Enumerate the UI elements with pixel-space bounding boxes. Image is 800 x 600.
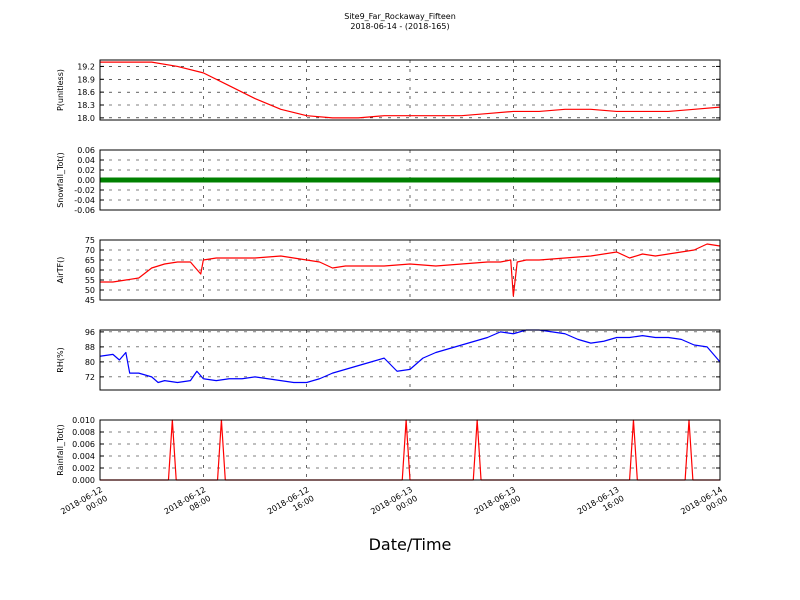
axes-frame: [99, 59, 721, 121]
chart-title-line1: Site9_Far_Rockaway_Fifteen: [344, 12, 456, 21]
y-axis-label: Rainfall_Tot(): [56, 424, 65, 476]
y-axis-label: RH(%): [56, 347, 65, 372]
y-tick-label: 0.06: [77, 146, 95, 155]
series-line: [100, 243, 721, 297]
y-tick-label: 72: [85, 373, 95, 382]
y-tick-label: 96: [85, 328, 95, 337]
x-axis-label: Date/Time: [369, 535, 452, 554]
y-tick-label: 50: [85, 286, 95, 295]
y-tick-label: 18.6: [77, 88, 95, 97]
chart-title-line2: 2018-06-14 - (2018-165): [350, 22, 449, 31]
y-tick-label: 65: [85, 256, 95, 265]
axes-frame: [99, 329, 721, 391]
y-tick-label: 55: [85, 276, 95, 285]
series-line: [99, 329, 721, 384]
y-tick-label: 18.0: [77, 114, 95, 123]
y-tick-label: 75: [85, 236, 95, 245]
y-tick-label: 19.2: [77, 62, 95, 71]
y-tick-label: 0.008: [72, 428, 95, 437]
y-tick-label: 0.00: [77, 176, 95, 185]
y-tick-label: 88: [85, 343, 95, 352]
y-tick-label: 45: [85, 296, 95, 305]
y-tick-label: 80: [85, 358, 95, 367]
y-axis-label: P(unitless): [56, 69, 65, 111]
y-tick-label: 18.3: [77, 101, 95, 110]
y-tick-label: 18.9: [77, 75, 95, 84]
axes-frame: [99, 239, 721, 301]
axes-frame: [99, 419, 721, 481]
y-axis-label: AirTF(): [56, 257, 65, 284]
y-tick-label: -0.06: [74, 206, 95, 215]
axes-frame: [99, 149, 721, 211]
panel-2: -0.06-0.04-0.020.000.020.040.06 Snowfall_…: [56, 146, 721, 215]
y-tick-label: 60: [85, 266, 95, 275]
y-axis-label: Snowfall_Tot(): [56, 152, 65, 208]
panel-4: 72 80 88 96 RH(%): [56, 328, 721, 391]
panel-5: 0.000 0.002 0.004 0.006 0.008 0.010 Rainfall_T…: [56, 416, 721, 485]
y-tick-label: 0.04: [77, 156, 95, 165]
y-tick-label: -0.04: [74, 196, 95, 205]
series-line: [100, 61, 721, 119]
y-tick-label: 0.010: [72, 416, 95, 425]
y-tick-label: 0.006: [72, 440, 95, 449]
y-tick-label: -0.02: [74, 186, 95, 195]
y-tick-label: 70: [85, 246, 95, 255]
y-tick-label: 0.000: [72, 476, 95, 485]
y-tick-label: 0.02: [77, 166, 95, 175]
panel-1: 18.0 18.3 18.6 18.9 19.2 P(unitless): [56, 59, 721, 123]
y-tick-label: 0.002: [72, 464, 95, 473]
y-tick-label: 0.004: [72, 452, 95, 461]
